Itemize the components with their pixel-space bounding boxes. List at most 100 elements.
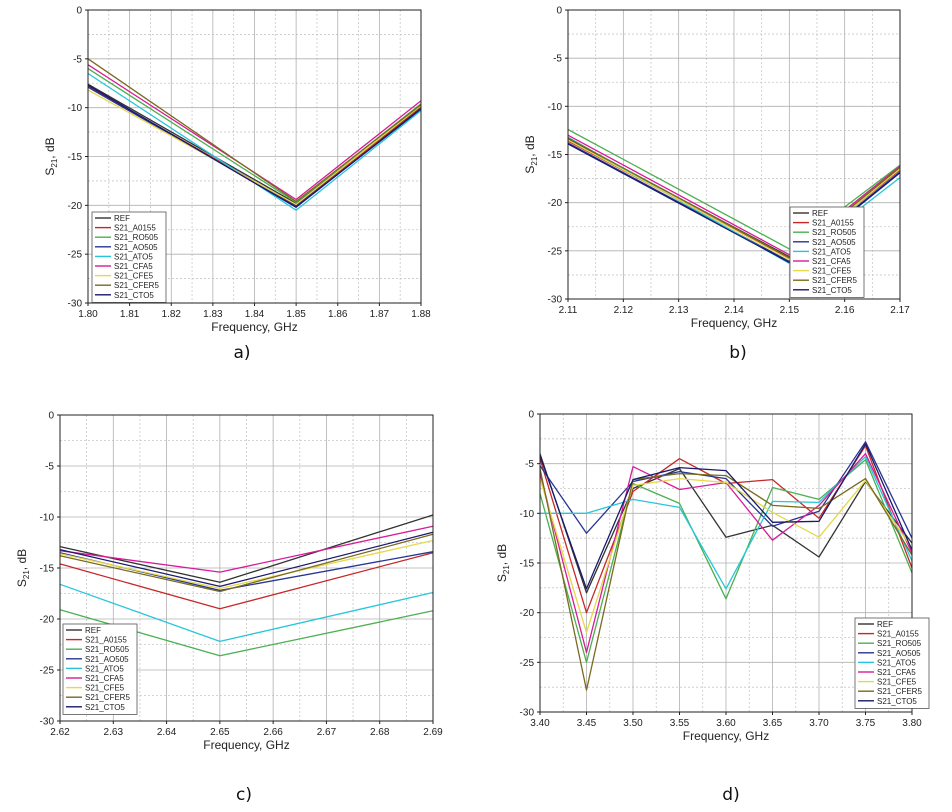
legend: REFS21_A0155S21_RO505S21_AO505S21_ATO5S2… — [62, 623, 138, 715]
y-tick-label: -15 — [40, 564, 55, 575]
x-axis-title: Frequency, GHz — [683, 729, 769, 743]
x-tick-label: 1.82 — [162, 309, 182, 320]
y-tick-label: -5 — [525, 459, 534, 470]
panel-label: d) — [722, 785, 739, 805]
chart-panel-3: 2.62 2.63 2.64 2.65 2.66 2.67 2.68 2.69 0 -5 -10 -1… — [15, 411, 443, 806]
legend: REFS21_A0155S21_RO505S21_AO505S21_ATO5S2… — [91, 211, 167, 303]
x-tick-label: 2.12 — [614, 305, 634, 316]
x-tick-label: 1.85 — [286, 309, 306, 320]
legend-entry: S21_A0155 — [812, 219, 854, 228]
x-tick-label: 1.88 — [411, 309, 431, 320]
series-line-s21-cfa5 — [87, 64, 422, 201]
series-line-s21-cto5 — [567, 143, 901, 264]
legend-entry: S21_A0155 — [114, 224, 156, 233]
x-tick-label: 2.66 — [263, 727, 283, 738]
series-line-s21-ato5 — [87, 72, 422, 211]
x-tick-label: 1.84 — [245, 309, 265, 320]
series-line-s21-a0155 — [59, 552, 434, 610]
y-axis-title: S21, dB — [495, 544, 511, 582]
y-tick-label: 0 — [48, 411, 54, 422]
legend-entry: REF — [812, 209, 828, 218]
y-tick-label: -30 — [40, 717, 55, 728]
legend-entry: S21_AO505 — [114, 243, 158, 252]
x-tick-label: 3.60 — [716, 718, 736, 729]
legend-entry: REF — [114, 214, 130, 223]
series-line-s21-cfe5 — [87, 89, 422, 206]
x-tick-label: 3.80 — [902, 718, 922, 729]
series-line-s21-cfe5 — [59, 539, 434, 590]
legend-entry: S21_CFE5 — [114, 272, 154, 281]
legend-entry: S21_RO505 — [114, 233, 159, 242]
y-tick-label: -5 — [553, 54, 562, 65]
series-line-s21-cfa5 — [59, 525, 434, 573]
y-axis-title: S21, dB — [523, 135, 539, 173]
y-tick-label: -30 — [548, 295, 563, 306]
x-tick-label: 2.62 — [50, 727, 70, 738]
series-line-s21-cfe5 — [567, 139, 901, 261]
chart-panel-1: 1.80 1.81 1.82 1.83 1.84 1.85 1.86 1.87 1.88 0 -5 -… — [43, 6, 431, 364]
legend-entry: S21_RO505 — [85, 645, 130, 654]
legend-entry: REF — [877, 620, 893, 629]
y-tick-label: -5 — [73, 54, 82, 65]
x-tick-label: 2.64 — [157, 727, 177, 738]
series-line-s21-cfer5 — [87, 58, 422, 203]
x-tick-label: 3.70 — [809, 718, 829, 729]
legend-entry: S21_ATO5 — [114, 252, 153, 261]
x-tick-label: 2.15 — [780, 305, 800, 316]
x-axis-title: Frequency, GHz — [211, 320, 297, 334]
legend-entry: S21_CFA5 — [877, 668, 916, 677]
legend-entry: S21_CFER5 — [812, 276, 857, 285]
series-line-s21-cfer5 — [59, 533, 434, 593]
panel-label: c) — [236, 785, 252, 805]
y-tick-label: -20 — [520, 608, 535, 619]
series-line-s21-cfer5 — [539, 468, 913, 691]
legend-entry: S21_RO505 — [812, 228, 857, 237]
series-line-s21-ato5 — [540, 456, 913, 590]
x-tick-label: 2.17 — [890, 305, 910, 316]
panel-label: a) — [233, 343, 250, 363]
x-tick-label: 3.65 — [763, 718, 783, 729]
x-tick-label: 1.87 — [370, 309, 390, 320]
legend-entry: S21_CFE5 — [877, 678, 917, 687]
y-tick-label: 0 — [556, 6, 562, 17]
y-tick-label: -15 — [548, 150, 563, 161]
series-line-s21-cto5 — [87, 84, 422, 208]
series-line-s21-cfer5 — [567, 137, 901, 259]
legend-entry: S21_CFE5 — [812, 267, 852, 276]
y-tick-label: -20 — [548, 198, 563, 209]
y-tick-label: -10 — [520, 509, 535, 520]
panel-label: b) — [729, 343, 746, 363]
x-tick-label: 2.16 — [835, 305, 855, 316]
legend-entry: S21_ATO5 — [877, 658, 916, 667]
y-tick-label: 0 — [76, 6, 82, 17]
y-tick-label: -30 — [68, 299, 83, 310]
y-tick-label: -30 — [520, 708, 535, 719]
y-tick-label: -25 — [68, 250, 83, 261]
legend-entry: REF — [85, 626, 101, 635]
y-tick-label: 0 — [528, 410, 534, 421]
legend: REFS21_A0155S21_RO505S21_AO505S21_ATO5S2… — [854, 617, 930, 709]
series-line-s21-cto5 — [539, 443, 913, 590]
x-axis-title: Frequency, GHz — [691, 316, 777, 330]
legend-entry: S21_ATO5 — [812, 247, 851, 256]
x-tick-label: 1.81 — [120, 309, 140, 320]
x-tick-label: 2.68 — [370, 727, 390, 738]
series-line-ref — [539, 453, 913, 594]
legend-entry: S21_ATO5 — [85, 664, 124, 673]
y-tick-label: -15 — [520, 559, 535, 570]
y-tick-label: -20 — [40, 615, 55, 626]
legend-entry: S21_CTO5 — [877, 697, 917, 706]
series-line-s21-ro505 — [539, 459, 913, 663]
legend: REFS21_A0155S21_RO505S21_AO505S21_ATO5S2… — [789, 206, 865, 298]
legend-entry: S21_RO505 — [877, 639, 922, 648]
series-line-s21-cfe5 — [539, 477, 913, 634]
x-tick-label: 1.86 — [328, 309, 348, 320]
x-tick-label: 1.80 — [78, 309, 98, 320]
legend-entry: S21_CFA5 — [85, 674, 124, 683]
chart-panel-2: 2.11 2.12 2.13 2.14 2.15 2.16 2.17 0 -5 -10 -15 -20… — [523, 6, 910, 364]
y-axis-title: S21, dB — [43, 137, 59, 175]
legend-entry: S21_CTO5 — [85, 703, 125, 712]
series-line-s21-cto5 — [59, 531, 434, 588]
legend-entry: S21_CFA5 — [114, 262, 153, 271]
